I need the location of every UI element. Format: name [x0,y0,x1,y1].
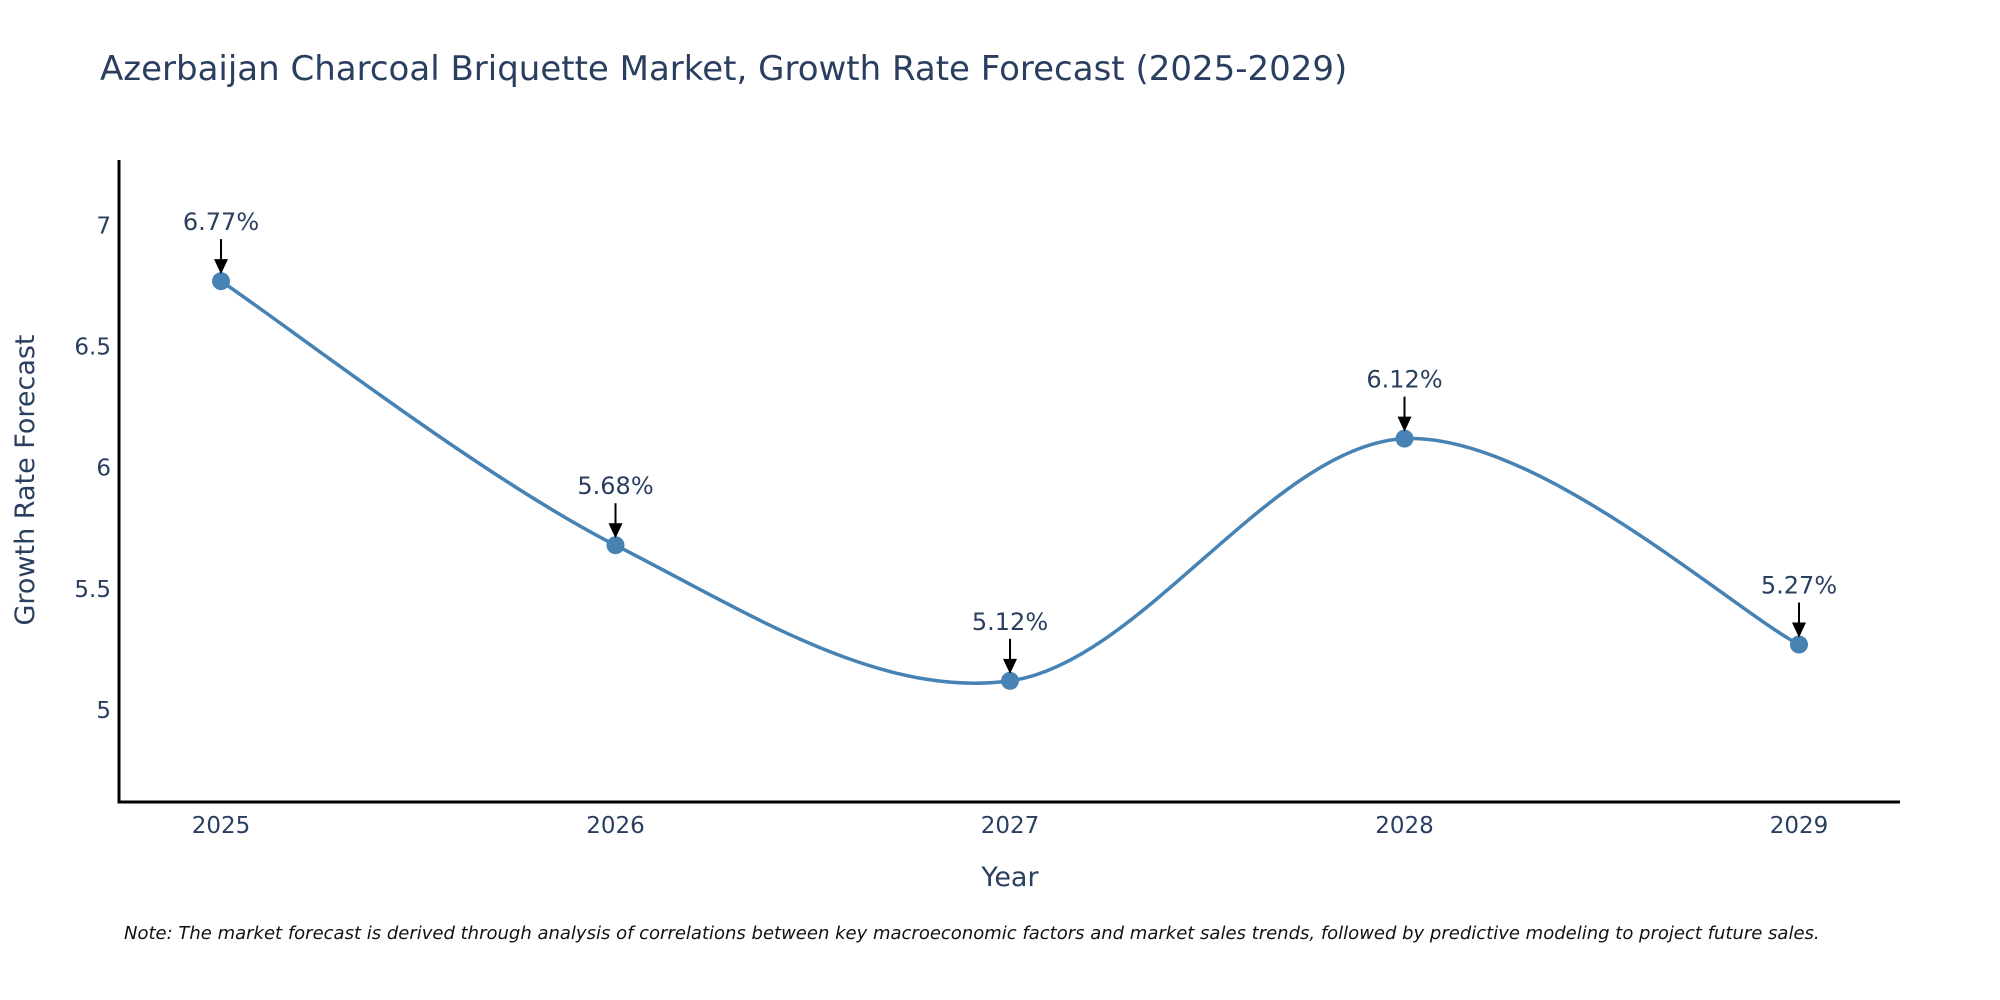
y-tick-label: 6 [96,456,111,482]
data-label: 5.12% [972,608,1048,636]
x-tick-label: 2028 [1375,813,1434,839]
data-label: 5.27% [1761,572,1837,600]
data-point-marker [1395,429,1414,448]
y-axis-ticks: 5 5.5 6 6.5 7 [74,213,111,724]
annotation-arrow-head [214,259,228,275]
y-tick-label: 5.5 [74,577,111,603]
annotation-arrow-head [1792,622,1806,638]
annotation-arrow-head [608,523,623,539]
data-point-marker [212,272,230,291]
y-tick-label: 7 [96,213,111,239]
x-tick-label: 2029 [1770,813,1829,839]
series-markers [212,272,1808,690]
chart-title: Azerbaijan Charcoal Briquette Market, Gr… [100,49,1347,89]
y-axis-title: Growth Rate Forecast [10,334,41,625]
x-axis-ticks: 2025 2026 2027 2028 2029 [192,813,1829,839]
data-point-marker [606,536,625,555]
data-point-marker [1001,671,1019,690]
y-tick-label: 6.5 [74,335,111,361]
data-label: 6.77% [183,208,259,236]
x-tick-label: 2027 [981,813,1040,839]
x-tick-label: 2026 [586,813,645,839]
data-label: 5.68% [577,472,653,500]
x-tick-label: 2025 [192,813,251,839]
data-point-marker [1790,635,1808,654]
data-label-annotations: 6.77% 5.68% 5.12% 6.12% 5.27% [183,208,1837,674]
forecast-note: Note: The market forecast is derived thr… [124,923,1820,944]
annotation-arrow-head [1397,416,1412,432]
x-axis-title: Year [980,862,1039,893]
annotation-arrow-head [1003,658,1017,674]
y-tick-label: 5 [96,698,111,724]
data-label: 6.12% [1366,366,1442,394]
